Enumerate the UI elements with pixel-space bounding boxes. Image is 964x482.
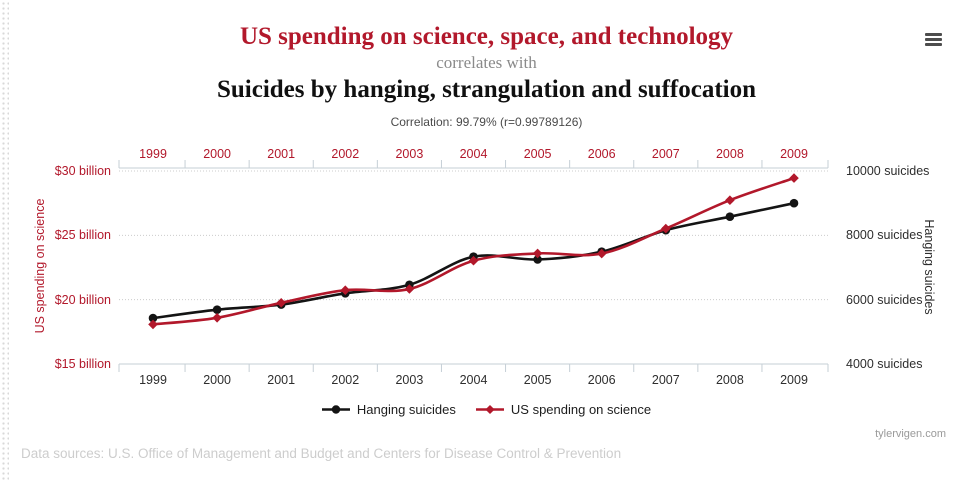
legend-circle-marker-icon bbox=[321, 405, 350, 414]
chart-legend: Hanging suicides US spending on science bbox=[9, 402, 964, 417]
watermark-link[interactable]: tylervigen.com bbox=[875, 428, 946, 440]
x-axis-bottom-label: 2005 bbox=[523, 373, 552, 387]
menu-bar bbox=[925, 43, 942, 46]
line-chart: US spending on science Hanging suicides … bbox=[9, 0, 964, 482]
menu-bar bbox=[925, 33, 942, 36]
legend-label: US spending on science bbox=[510, 402, 652, 417]
x-axis-top-label: 2007 bbox=[651, 147, 680, 161]
left-axis-title: US spending on science bbox=[33, 198, 47, 334]
right-axis-tick-label: 6000 suicides bbox=[846, 292, 923, 307]
x-axis-bottom-label: 2001 bbox=[267, 373, 296, 387]
plot-area bbox=[118, 160, 829, 372]
x-axis-bottom-label: 2007 bbox=[651, 373, 680, 387]
legend-item-us-spending-on-science: US spending on science bbox=[475, 402, 652, 417]
x-axis-bottom-label: 2004 bbox=[459, 373, 488, 387]
left-axis-tick-label: $15 billion bbox=[54, 357, 111, 371]
legend-item-hanging-suicides: Hanging suicides bbox=[321, 402, 456, 417]
x-axis-top-label: 2006 bbox=[587, 147, 616, 161]
x-axis-top-label: 2008 bbox=[715, 147, 744, 161]
legend-diamond-marker-icon bbox=[475, 405, 504, 414]
left-axis-tick-label: $20 billion bbox=[54, 292, 111, 307]
x-axis-top-label: 2002 bbox=[331, 147, 360, 161]
x-axis-bottom-label: 2003 bbox=[395, 373, 424, 387]
left-axis-tick-label: $25 billion bbox=[54, 228, 111, 243]
chart-card: US spending on science, space, and techn… bbox=[9, 0, 964, 482]
title-top: US spending on science, space, and techn… bbox=[239, 23, 734, 50]
x-axis-bottom-label: 2002 bbox=[331, 373, 360, 387]
right-axis-tick-label: 8000 suicides bbox=[846, 228, 923, 243]
x-axis-top-label: 2004 bbox=[459, 147, 488, 161]
x-axis-bottom-label: 2009 bbox=[780, 373, 808, 387]
chart-header: US spending on science, space, and techn… bbox=[9, 0, 964, 129]
hamburger-menu-icon[interactable] bbox=[925, 33, 942, 48]
page-background-dots bbox=[0, 0, 9, 482]
x-axis-top-label: 1999 bbox=[139, 147, 167, 161]
menu-bar bbox=[925, 38, 942, 41]
left-axis-tick-label: $30 billion bbox=[54, 164, 111, 178]
x-axis-bottom-label: 2008 bbox=[715, 373, 744, 387]
x-axis-top-label: 2009 bbox=[780, 147, 808, 161]
correlates-with-text: correlates with bbox=[436, 53, 537, 72]
title-bottom: Suicides by hanging, strangulation and s… bbox=[216, 76, 757, 103]
x-axis-bottom-label: 2000 bbox=[203, 373, 231, 387]
x-axis-top-label: 2000 bbox=[203, 147, 231, 161]
x-axis-bottom-label: 2006 bbox=[587, 373, 616, 387]
right-axis-tick-label: 10000 suicides bbox=[846, 164, 930, 178]
x-axis-bottom-label: 1999 bbox=[139, 373, 167, 387]
x-axis-top-label: 2001 bbox=[267, 147, 296, 161]
legend-label: Hanging suicides bbox=[356, 402, 456, 417]
correlation-text: Correlation: 99.79% (r=0.99789126) bbox=[390, 115, 583, 129]
data-sources-note: Data sources: U.S. Office of Management … bbox=[21, 446, 622, 461]
right-axis-tick-label: 4000 suicides bbox=[846, 357, 923, 371]
x-axis-top-label: 2005 bbox=[523, 147, 552, 161]
x-axis-top-label: 2003 bbox=[395, 147, 424, 161]
